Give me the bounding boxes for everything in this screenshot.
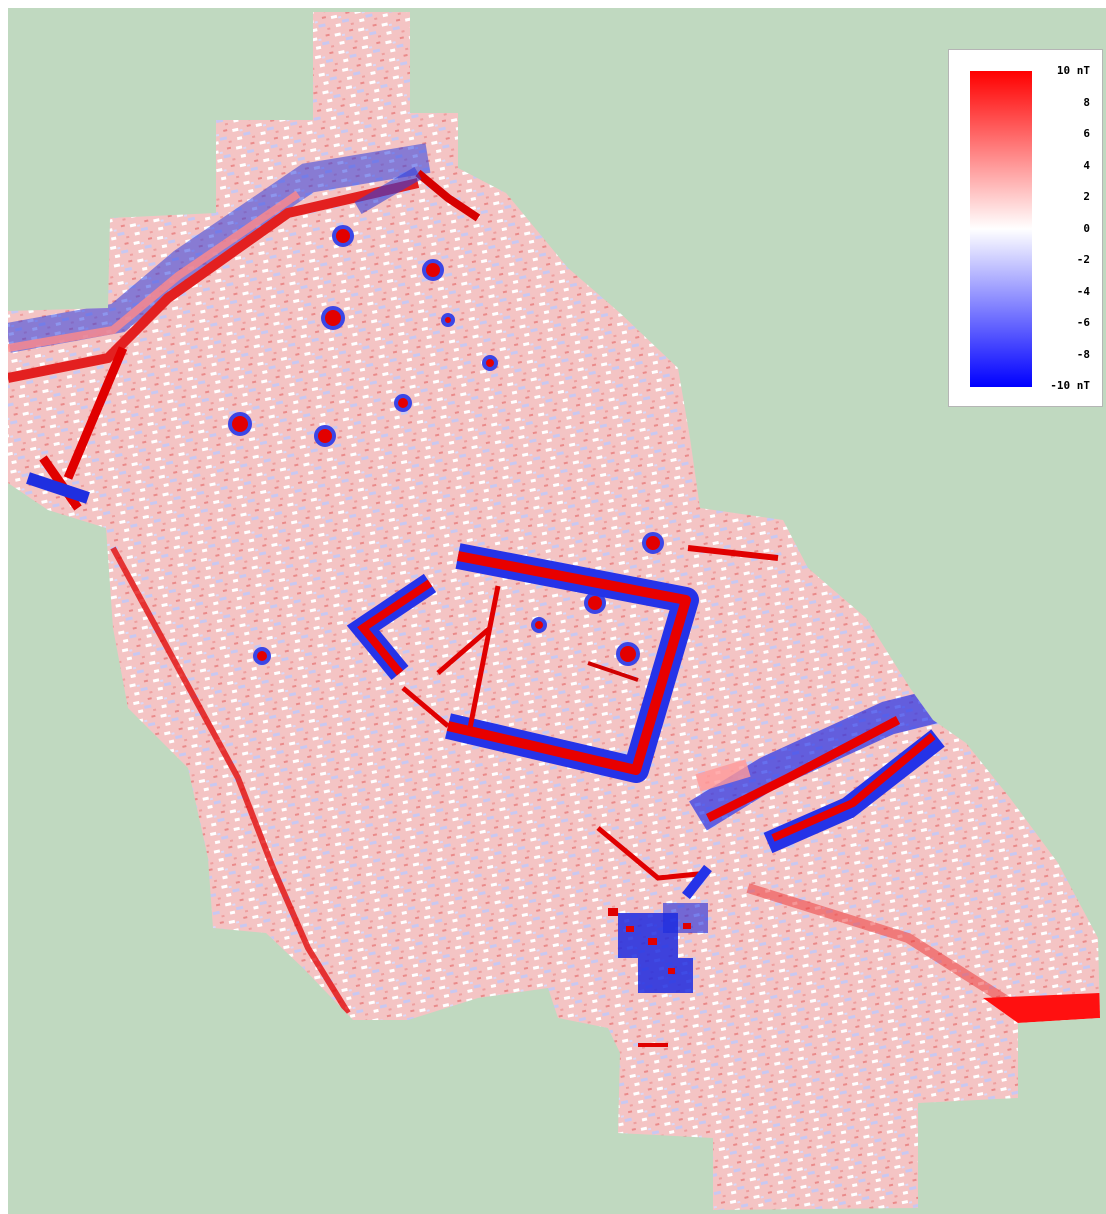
legend-tick: 6	[1083, 127, 1090, 140]
legend-tick: 8	[1083, 96, 1090, 109]
legend-tick: 4	[1083, 159, 1090, 172]
legend-tick: -2	[1076, 253, 1090, 266]
legend-tick: -8	[1076, 348, 1090, 361]
legend-tick: -10 nT	[1050, 379, 1090, 392]
legend-tick: 2	[1083, 190, 1090, 203]
legend-tick: -6	[1076, 316, 1090, 329]
anomalies	[8, 143, 1100, 1047]
legend-tick: 10 nT	[1056, 64, 1090, 77]
legend-tick: -4	[1076, 285, 1090, 298]
legend-tick: 0	[1083, 222, 1090, 235]
color-scale-legend: 10 nT 8 6 4 2 0 -2 -4 -6 -8 -10 nT	[948, 49, 1103, 407]
survey-area	[8, 12, 1100, 1210]
magnetometry-map[interactable]: 10 nT 8 6 4 2 0 -2 -4 -6 -8 -10 nT	[8, 8, 1106, 1214]
color-scale-bar	[970, 71, 1032, 387]
survey-fill	[8, 12, 1100, 1210]
